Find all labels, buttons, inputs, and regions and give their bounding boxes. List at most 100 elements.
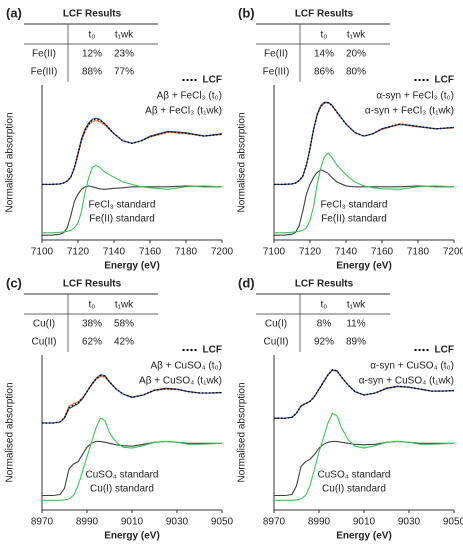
series-line — [42, 374, 223, 424]
table-cell: 11% — [346, 319, 365, 330]
legend-entry: Fe(II) standard — [89, 214, 155, 225]
table-cell: 80% — [346, 67, 366, 78]
table-header: t₀ — [89, 300, 96, 311]
series-line — [42, 417, 223, 501]
x-tick-label: 7180 — [407, 247, 430, 258]
table-header: t₀ — [89, 30, 96, 41]
x-tick-label: 7200 — [211, 247, 234, 258]
x-tick-label: 7100 — [31, 247, 54, 258]
table-cell: 23% — [114, 49, 134, 60]
x-tick-label: 7200 — [443, 247, 463, 258]
table-row-label: Fe(III) — [31, 67, 58, 78]
x-tick-label: 7180 — [175, 247, 198, 258]
table-header: t₁wk — [115, 300, 134, 311]
legend-entry: Aβ + CuSO₄ (t₀) — [151, 361, 223, 372]
table-cell: 42% — [114, 337, 134, 348]
table-title: LCF Results — [63, 279, 122, 290]
panel-label: (c) — [6, 275, 22, 290]
series-line — [42, 118, 223, 186]
x-tick-label: 9050 — [443, 517, 463, 528]
table-header: t₀ — [321, 30, 328, 41]
table-row-label: Cu(II) — [32, 337, 57, 348]
legend-entry: LCF — [203, 345, 222, 356]
table-cell: 14% — [314, 49, 334, 60]
legend-entry: Cu(I) standard — [90, 484, 154, 495]
legend-entry: CuSO₄ standard — [85, 470, 158, 481]
legend-entry: α-syn + CuSO₄ (t₀) — [370, 361, 454, 372]
x-axis-label: Energy (eV) — [336, 531, 392, 542]
legend-entry: α-syn + CuSO₄ (t₁wk) — [359, 376, 454, 387]
y-axis-label: Normalised absorption — [237, 382, 248, 482]
panel-label: (a) — [6, 5, 22, 20]
x-tick-label: 9030 — [166, 517, 189, 528]
x-tick-label: 8970 — [263, 517, 286, 528]
series-line — [274, 102, 455, 186]
x-tick-label: 9010 — [353, 517, 376, 528]
legend-entry: LCF — [203, 75, 222, 86]
series-line — [274, 152, 455, 234]
table-title: LCF Results — [295, 279, 354, 290]
series-line — [274, 169, 454, 236]
legend-entry: LCF — [435, 345, 454, 356]
table-title: LCF Results — [63, 9, 122, 20]
series-line — [42, 117, 223, 185]
y-axis-label: Normalised absorption — [237, 112, 248, 212]
x-tick-label: 8970 — [31, 517, 54, 528]
x-tick-label: 7160 — [139, 247, 162, 258]
y-axis-label: Normalised absorption — [5, 112, 16, 212]
legend-entry: CuSO₄ standard — [317, 470, 390, 481]
x-tick-label: 8990 — [76, 517, 99, 528]
table-cell: 58% — [114, 319, 134, 330]
table-row-label: Fe(II) — [32, 49, 56, 60]
x-tick-label: 7120 — [299, 247, 322, 258]
x-tick-label: 9030 — [398, 517, 421, 528]
legend-entry: LCF — [435, 75, 454, 86]
panel-label: (b) — [238, 5, 255, 20]
table-cell: 92% — [314, 337, 334, 348]
x-tick-label: 8990 — [308, 517, 331, 528]
x-axis-label: Energy (eV) — [104, 531, 160, 542]
table-cell: 8% — [317, 319, 332, 330]
legend-entry: Cu(I) standard — [322, 484, 386, 495]
legend-entry: α-syn + FeCl₃ (t₀) — [376, 91, 454, 102]
x-tick-label: 7160 — [371, 247, 394, 258]
table-row-label: Cu(I) — [265, 319, 287, 330]
x-tick-label: 7100 — [263, 247, 286, 258]
legend-entry: FeCl₃ standard — [321, 200, 388, 211]
legend-entry: FeCl₃ standard — [89, 200, 156, 211]
table-header: t₁wk — [347, 30, 366, 41]
legend-entry: Aβ + FeCl₃ (t₁wk) — [145, 106, 222, 117]
table-row-label: Cu(I) — [33, 319, 55, 330]
table-cell: 89% — [346, 337, 366, 348]
table-title: LCF Results — [295, 9, 354, 20]
x-tick-label: 9050 — [211, 517, 234, 528]
table-cell: 77% — [114, 67, 134, 78]
table-cell: 88% — [82, 67, 102, 78]
table-header: t₁wk — [347, 300, 366, 311]
legend-entry: Fe(II) standard — [321, 214, 387, 225]
series-line — [42, 164, 223, 234]
legend-entry: Aβ + FeCl₃ (t₀) — [157, 91, 222, 102]
x-tick-label: 7140 — [335, 247, 358, 258]
table-row-label: Fe(II) — [264, 49, 288, 60]
panel-label: (d) — [238, 275, 255, 290]
x-axis-label: Energy (eV) — [336, 261, 392, 272]
table-header: t₀ — [321, 300, 328, 311]
table-cell: 12% — [82, 49, 102, 60]
x-tick-label: 7140 — [103, 247, 126, 258]
legend-entry: Aβ + CuSO₄ (t₁wk) — [139, 376, 222, 387]
series-line — [274, 369, 455, 419]
legend-entry: α-syn + FeCl₃ (t₁wk) — [365, 106, 454, 117]
table-row-label: Cu(II) — [264, 337, 289, 348]
x-axis-label: Energy (eV) — [104, 261, 160, 272]
series-line — [42, 185, 222, 236]
table-cell: 86% — [314, 67, 334, 78]
series-line — [42, 374, 223, 424]
table-cell: 38% — [82, 319, 102, 330]
x-tick-label: 9010 — [121, 517, 144, 528]
table-cell: 20% — [346, 49, 366, 60]
series-line — [274, 412, 455, 501]
y-axis-label: Normalised absorption — [5, 382, 16, 482]
series-line — [42, 120, 223, 185]
